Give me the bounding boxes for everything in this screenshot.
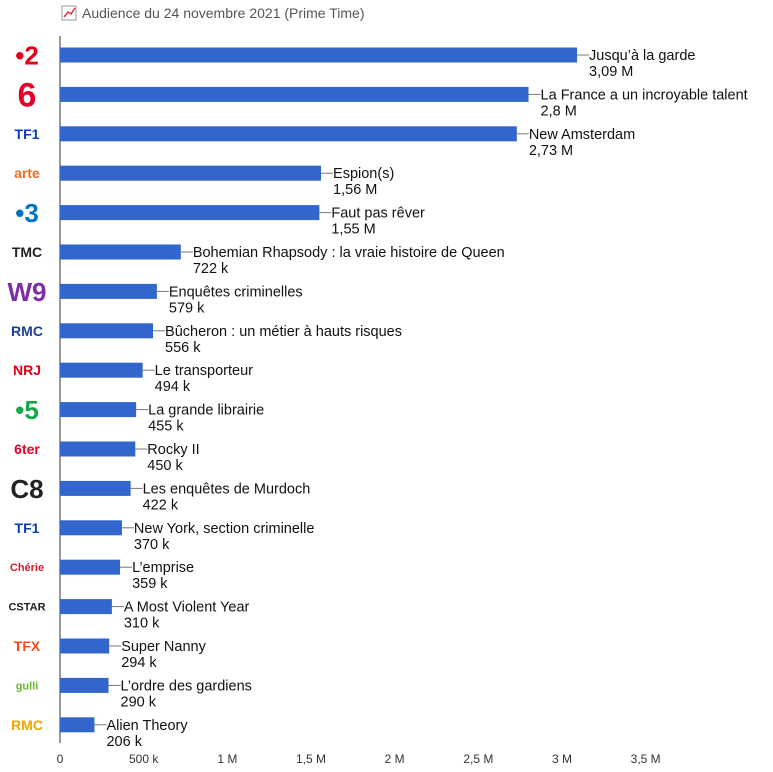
bar (60, 126, 517, 142)
program-label: Le transporteur (155, 363, 254, 379)
program-label: La grande librairie (148, 403, 264, 419)
bar (60, 559, 121, 575)
value-label: 579 k (169, 300, 205, 316)
program-label: Rocky II (147, 442, 199, 458)
channel-logo: 6ter (14, 441, 40, 457)
channel-logo: RMC (11, 717, 43, 733)
channel-logo: arte (14, 165, 40, 181)
bar (60, 244, 181, 260)
chart-title: Audience du 24 novembre 2021 (Prime Time… (82, 5, 364, 21)
program-label: Enquêtes criminelles (169, 284, 303, 300)
value-label: 370 k (134, 537, 170, 553)
value-label: 556 k (165, 340, 201, 356)
x-tick-label: 500 k (129, 752, 159, 766)
program-label: Les enquêtes de Murdoch (143, 481, 311, 497)
channel-logo: NRJ (13, 362, 41, 378)
channel-logo: W9 (8, 277, 47, 307)
bar (60, 205, 320, 221)
x-tick-label: 2 M (385, 752, 405, 766)
value-label: 2,73 M (529, 143, 573, 159)
channel-logo: TF1 (15, 520, 40, 536)
program-label: New Amsterdam (529, 127, 635, 143)
value-label: 494 k (155, 379, 191, 395)
value-label: 3,09 M (589, 64, 633, 80)
program-label: Espion(s) (333, 166, 394, 182)
value-label: 422 k (143, 497, 179, 513)
program-label: Bohemian Rhapsody : la vraie histoire de… (193, 245, 505, 261)
channel-logo: Chérie (10, 562, 44, 574)
bar (60, 47, 578, 63)
x-tick-label: 3 M (552, 752, 572, 766)
bar (60, 599, 112, 615)
chart-title-group: Audience du 24 novembre 2021 (Prime Time… (61, 5, 364, 21)
chart-icon (61, 5, 77, 21)
channel-logo: gulli (16, 680, 39, 692)
program-label: Alien Theory (106, 718, 188, 734)
bar (60, 283, 157, 299)
program-label: L’ordre des gardiens (121, 678, 252, 694)
program-label: New York, section criminelle (134, 521, 315, 537)
bar (60, 165, 322, 181)
value-label: 722 k (193, 261, 229, 277)
program-label: Super Nanny (121, 639, 206, 655)
channel-logo: TF1 (15, 126, 40, 142)
value-label: 290 k (121, 694, 157, 710)
bar (60, 520, 122, 536)
x-tick-label: 1,5 M (296, 752, 326, 766)
program-label: Bûcheron : un métier à hauts risques (165, 324, 402, 340)
bar (60, 402, 137, 418)
bar (60, 86, 529, 102)
program-label: Jusqu’à la garde (589, 48, 695, 64)
bar (60, 441, 136, 457)
value-label: 2,8 M (541, 103, 577, 119)
channel-logo: C8 (10, 474, 43, 504)
value-label: 206 k (106, 734, 142, 750)
bar (60, 480, 131, 496)
value-label: 359 k (132, 576, 168, 592)
value-label: 294 k (121, 655, 157, 671)
channel-logo: TMC (12, 244, 42, 260)
value-label: 310 k (124, 616, 160, 632)
bar (60, 323, 154, 339)
x-tick-label: 1 M (217, 752, 237, 766)
channel-logo: •3 (15, 198, 39, 228)
value-label: 1,56 M (333, 182, 377, 198)
program-label: L’emprise (132, 560, 194, 576)
channel-logo: CSTAR (8, 602, 45, 614)
channel-logo: RMC (11, 323, 43, 339)
channel-logo: •2 (15, 40, 39, 70)
value-label: 455 k (148, 419, 184, 435)
bar (60, 717, 95, 733)
channel-logo: TFX (14, 638, 41, 654)
value-label: 450 k (147, 458, 183, 474)
x-tick-label: 2,5 M (463, 752, 493, 766)
bar (60, 638, 110, 654)
channel-logo: •5 (15, 395, 39, 425)
channel-logo: 6 (18, 77, 37, 115)
x-tick-label: 0 (57, 752, 64, 766)
program-label: La France a un incroyable talent (541, 87, 748, 103)
x-tick-label: 3,5 M (631, 752, 661, 766)
value-label: 1,55 M (331, 222, 375, 238)
program-label: Faut pas rêver (331, 206, 425, 222)
program-label: A Most Violent Year (124, 600, 250, 616)
bar (60, 677, 109, 693)
bar (60, 362, 143, 378)
